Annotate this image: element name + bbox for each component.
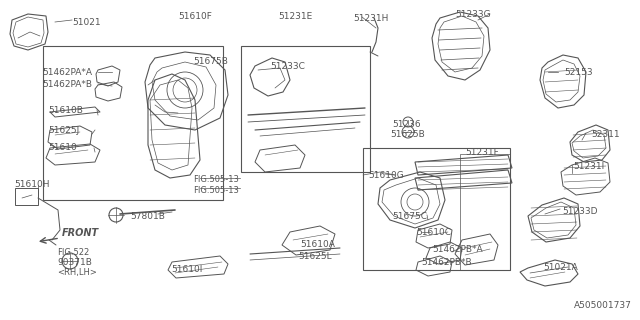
Text: 51625B: 51625B [390,130,425,139]
Text: 51462PB*A: 51462PB*A [432,245,483,254]
Bar [43,46,223,200]
Text: 51021: 51021 [72,18,100,27]
Text: 51462PB*B: 51462PB*B [421,258,472,267]
Text: 51610F: 51610F [178,12,212,21]
Text: 51610: 51610 [48,143,77,152]
Text: 52311: 52311 [591,130,620,139]
Text: 51610A: 51610A [300,240,335,249]
Text: 52153: 52153 [564,68,593,77]
Text: 51625J: 51625J [48,126,79,135]
Text: 51021A: 51021A [543,263,578,272]
Text: 51233G: 51233G [455,10,491,19]
Bar [363,148,510,270]
Text: <RH,LH>: <RH,LH> [57,268,97,277]
Bar [15,188,38,205]
Text: FIG.522: FIG.522 [57,248,89,257]
Text: A505001737: A505001737 [574,301,632,310]
Text: FIG.505-13: FIG.505-13 [193,175,239,184]
Bar [241,46,370,172]
Text: 51610C: 51610C [416,228,451,237]
Text: 51231E: 51231E [278,12,312,21]
Text: 51610B: 51610B [48,106,83,115]
Text: 90371B: 90371B [57,258,92,267]
Text: 51610G: 51610G [368,171,404,180]
Text: 51610H: 51610H [14,180,49,189]
Text: 51675C: 51675C [392,212,427,221]
Text: 51236: 51236 [392,120,420,129]
Text: 51675B: 51675B [193,57,228,66]
Text: FIG.505-13: FIG.505-13 [193,186,239,195]
Text: 51610I: 51610I [171,265,202,274]
Text: 51625L: 51625L [298,252,332,261]
Text: 51462PA*B: 51462PA*B [42,80,92,89]
Text: 51231I: 51231I [573,162,604,171]
Text: 51233D: 51233D [562,207,598,216]
Text: 51462PA*A: 51462PA*A [42,68,92,77]
Text: FRONT: FRONT [62,228,99,238]
Bar [460,154,510,270]
Text: 51231H: 51231H [353,14,388,23]
Text: 51233C: 51233C [270,62,305,71]
Text: 51231F: 51231F [465,148,499,157]
Text: 57801B: 57801B [130,212,165,221]
